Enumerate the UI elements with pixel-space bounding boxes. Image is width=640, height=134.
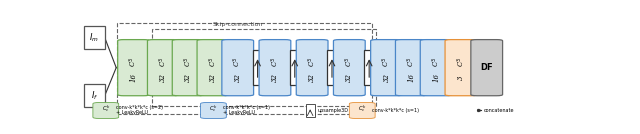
Text: 3: 3 — [457, 76, 465, 80]
Text: 16: 16 — [432, 73, 440, 83]
Text: C$^{3}$: C$^{3}$ — [307, 56, 318, 67]
Text: conv-k*k*k*c (s=1): conv-k*k*k*c (s=1) — [223, 105, 270, 110]
FancyBboxPatch shape — [118, 40, 150, 96]
Bar — [84, 84, 105, 107]
Bar — [152, 29, 376, 106]
Text: 32: 32 — [209, 73, 217, 83]
Text: 32: 32 — [159, 73, 167, 83]
Text: C$^{3}$: C$^{3}$ — [406, 56, 417, 67]
Text: C$^{3}$: C$^{3}$ — [128, 56, 140, 67]
Text: upsample3D: upsample3D — [317, 108, 349, 113]
Text: $C_c^k$: $C_c^k$ — [358, 104, 366, 114]
FancyBboxPatch shape — [296, 40, 328, 96]
FancyBboxPatch shape — [222, 40, 253, 96]
FancyBboxPatch shape — [371, 40, 403, 96]
Text: C$^{3}$: C$^{3}$ — [269, 56, 280, 67]
Text: 16: 16 — [129, 73, 138, 83]
Text: $C_c^k$: $C_c^k$ — [102, 104, 110, 114]
FancyBboxPatch shape — [349, 103, 375, 118]
Text: 16: 16 — [407, 73, 415, 83]
Text: C$^{3}$: C$^{3}$ — [431, 56, 442, 67]
Text: $C_c^k$: $C_c^k$ — [209, 104, 218, 114]
Text: C$^{3}$: C$^{3}$ — [157, 56, 169, 67]
Text: DF: DF — [481, 63, 493, 72]
FancyBboxPatch shape — [420, 40, 452, 96]
Text: 32: 32 — [308, 73, 316, 83]
Text: C$^{3}$: C$^{3}$ — [232, 56, 243, 67]
Text: C$^{3}$: C$^{3}$ — [207, 56, 219, 67]
Text: conv-k*k*k*c (s=2): conv-k*k*k*c (s=2) — [116, 105, 163, 110]
Text: concatenate: concatenate — [484, 108, 515, 113]
Bar — [117, 23, 372, 114]
Text: C$^{3}$: C$^{3}$ — [344, 56, 355, 67]
Text: $I_f$: $I_f$ — [91, 89, 98, 102]
Text: 32: 32 — [234, 73, 242, 83]
Text: Skip-connection: Skip-connection — [212, 22, 262, 27]
Text: + LeakyReLU: + LeakyReLU — [116, 110, 148, 115]
Bar — [253, 50, 262, 85]
Bar — [364, 50, 374, 85]
Text: C$^{3}$: C$^{3}$ — [182, 56, 194, 67]
Text: 32: 32 — [271, 73, 279, 83]
FancyBboxPatch shape — [396, 40, 428, 96]
FancyBboxPatch shape — [147, 40, 179, 96]
Text: 32: 32 — [184, 73, 192, 83]
FancyBboxPatch shape — [445, 40, 477, 96]
Text: conv-k*k*k*c (s=1): conv-k*k*k*c (s=1) — [372, 108, 419, 113]
Bar — [327, 50, 337, 85]
Text: 32: 32 — [383, 73, 390, 83]
Bar — [290, 50, 300, 85]
FancyBboxPatch shape — [333, 40, 365, 96]
FancyBboxPatch shape — [259, 40, 291, 96]
FancyBboxPatch shape — [93, 103, 118, 118]
Text: C$^{3}$: C$^{3}$ — [381, 56, 392, 67]
FancyBboxPatch shape — [197, 40, 229, 96]
Bar — [306, 104, 315, 117]
Text: $I_m$: $I_m$ — [90, 31, 99, 44]
Text: C$^{3}$: C$^{3}$ — [455, 56, 467, 67]
Text: + LeakyReLU: + LeakyReLU — [223, 110, 255, 115]
FancyBboxPatch shape — [200, 103, 227, 118]
Text: 32: 32 — [346, 73, 353, 83]
FancyBboxPatch shape — [172, 40, 204, 96]
Bar — [84, 26, 105, 49]
FancyBboxPatch shape — [471, 40, 502, 96]
